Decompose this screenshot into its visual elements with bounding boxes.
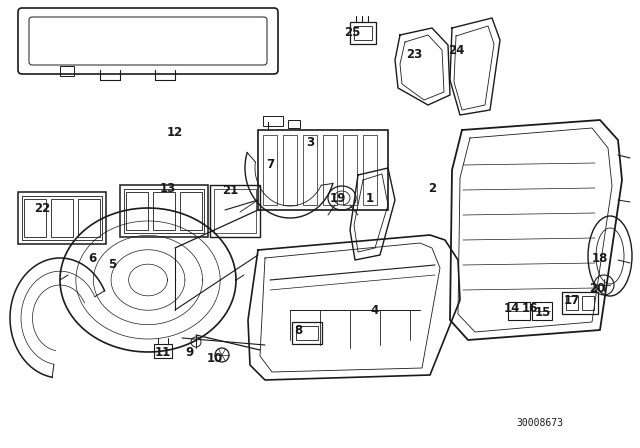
Bar (532, 302, 552, 320)
Text: 10: 10 (207, 352, 223, 365)
Text: 14: 14 (504, 302, 520, 314)
Bar (263, 116, 283, 126)
Bar (22, 196, 102, 240)
Bar (258, 130, 388, 210)
Bar (292, 322, 322, 344)
Bar (51, 199, 73, 237)
Text: 30008673: 30008673 (516, 418, 563, 428)
Bar (153, 192, 175, 230)
Bar (120, 185, 208, 237)
Text: 25: 25 (344, 26, 360, 39)
Text: 4: 4 (371, 303, 379, 316)
Text: 1: 1 (366, 191, 374, 204)
Text: 13: 13 (160, 181, 176, 194)
Bar (263, 135, 277, 205)
Bar (562, 292, 598, 314)
Bar (126, 192, 148, 230)
Bar (210, 185, 260, 237)
Text: 17: 17 (564, 293, 580, 306)
Bar (18, 192, 106, 244)
Bar (508, 302, 530, 320)
Bar (566, 296, 578, 310)
Text: 9: 9 (186, 345, 194, 358)
Bar (124, 189, 204, 233)
Text: 12: 12 (167, 125, 183, 138)
Bar (78, 199, 100, 237)
Text: 23: 23 (406, 48, 422, 61)
Bar (323, 135, 337, 205)
Text: 18: 18 (592, 251, 608, 264)
Bar (288, 120, 300, 128)
Text: 8: 8 (294, 323, 302, 336)
Text: 7: 7 (266, 159, 274, 172)
Text: 11: 11 (155, 345, 171, 358)
Bar (296, 326, 318, 340)
Text: 2: 2 (428, 181, 436, 194)
Text: 19: 19 (330, 191, 346, 204)
Text: 5: 5 (108, 258, 116, 271)
Bar (582, 296, 594, 310)
Text: 16: 16 (522, 302, 538, 314)
Bar (60, 66, 74, 76)
Bar (343, 135, 357, 205)
Bar (24, 199, 46, 237)
Bar (354, 26, 372, 40)
Text: 20: 20 (589, 281, 605, 294)
Text: 24: 24 (448, 43, 464, 56)
Text: 21: 21 (222, 184, 238, 197)
Text: 15: 15 (535, 306, 551, 319)
Bar (363, 135, 377, 205)
Text: 6: 6 (88, 251, 96, 264)
Bar (350, 22, 376, 44)
Bar (180, 192, 202, 230)
Bar (214, 189, 256, 233)
Bar (283, 135, 297, 205)
Text: 3: 3 (306, 137, 314, 150)
Bar (303, 135, 317, 205)
Bar (154, 344, 172, 358)
Text: 22: 22 (34, 202, 50, 215)
